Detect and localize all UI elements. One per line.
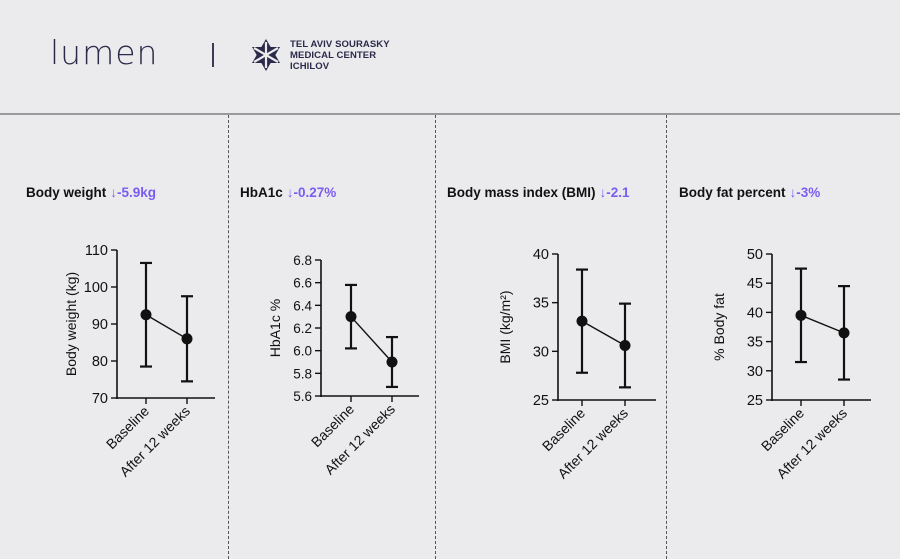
series-line xyxy=(581,320,626,347)
y-tick-label: 35 xyxy=(747,335,763,351)
y-tick-label: 6.2 xyxy=(293,321,312,336)
metric-delta: ↓-5.9kg xyxy=(110,185,156,200)
y-tick-label: 40 xyxy=(747,305,763,321)
y-tick-label: 45 xyxy=(747,276,763,292)
y-tick-label: 6.4 xyxy=(293,298,312,313)
header-rule xyxy=(0,113,900,115)
panel-divider xyxy=(228,115,229,559)
partner-name: TEL AVIV SOURASKY MEDICAL CENTER ICHILOV xyxy=(290,39,390,72)
y-tick-label: 70 xyxy=(92,391,108,407)
data-point xyxy=(619,339,631,351)
panel-body-weight: Body weight ↓-5.9kg 70 80 90 100 110 Body weig… xyxy=(0,115,228,559)
star-of-david-icon xyxy=(252,39,280,71)
panel-title: Body mass index (BMI) ↓-2.1 xyxy=(447,185,630,200)
y-tick-label: 90 xyxy=(92,317,108,333)
delta-value: -5.9kg xyxy=(117,185,157,200)
y-tick-label: 30 xyxy=(747,364,763,380)
y-tick-label: 30 xyxy=(533,344,549,360)
data-point xyxy=(576,315,588,327)
y-tick-label: 5.6 xyxy=(293,389,312,404)
panel-divider xyxy=(435,115,436,559)
metric-delta: ↓-0.27% xyxy=(287,185,337,200)
data-point xyxy=(345,311,357,323)
arrow-down-icon: ↓ xyxy=(599,185,607,200)
metric-name: Body fat percent xyxy=(679,185,786,200)
panel-title: HbA1c ↓-0.27% xyxy=(240,185,336,200)
arrow-down-icon: ↓ xyxy=(789,185,797,200)
series-line xyxy=(145,314,188,340)
delta-value: -2.1 xyxy=(606,185,630,200)
y-tick-label: 100 xyxy=(84,280,108,296)
y-tick-label: 40 xyxy=(533,247,549,263)
delta-value: -0.27% xyxy=(293,185,337,200)
metric-delta: ↓-3% xyxy=(790,185,821,200)
series-line xyxy=(800,314,845,334)
header-divider xyxy=(212,43,214,67)
y-axis-label: HbA1c % xyxy=(267,299,283,357)
y-tick-label: 25 xyxy=(747,393,763,409)
data-point xyxy=(386,356,398,368)
y-tick-label: 25 xyxy=(533,393,549,409)
panel-title: Body weight ↓-5.9kg xyxy=(26,185,156,200)
y-axis-label: Body weight (kg) xyxy=(63,272,79,376)
series-line xyxy=(350,316,393,363)
metric-name: HbA1c xyxy=(240,185,283,200)
y-axis-label: % Body fat xyxy=(711,293,727,361)
metric-name: Body mass index (BMI) xyxy=(447,185,596,200)
arrow-down-icon: ↓ xyxy=(286,185,294,200)
y-tick-label: 6.6 xyxy=(293,276,312,291)
x-tick-label: After 12 weeks xyxy=(116,403,193,480)
panel-bmi: Body mass index (BMI) ↓-2.1 25 30 35 40 BMI (… xyxy=(436,115,666,559)
y-tick-label: 80 xyxy=(92,354,108,370)
metric-delta: ↓-2.1 xyxy=(600,185,630,200)
metric-name: Body weight xyxy=(26,185,107,200)
y-tick-label: 6.8 xyxy=(293,253,312,268)
data-point xyxy=(140,309,152,321)
y-axis-label: BMI (kg/m²) xyxy=(497,290,513,363)
y-tick-label: 6.0 xyxy=(293,344,312,359)
partner-name-line: ICHILOV xyxy=(290,61,330,72)
y-tick-label: 5.8 xyxy=(293,366,312,381)
panel-divider xyxy=(666,115,667,559)
partner-name-line: MEDICAL CENTER xyxy=(290,50,377,61)
panel-body-fat: Body fat percent ↓-3% 25 30 35 40 45 50% Body … xyxy=(667,115,900,559)
y-tick-label: 35 xyxy=(533,296,549,312)
delta-value: -3% xyxy=(796,185,821,200)
data-point xyxy=(795,309,807,321)
panel-hba1c: HbA1c ↓-0.27% 5.6 5.8 6.0 6.2 6.4 6.6 6.8 HbA1c … xyxy=(229,115,435,559)
data-point xyxy=(838,327,850,339)
arrow-down-icon: ↓ xyxy=(110,185,117,200)
y-tick-label: 110 xyxy=(85,243,108,259)
partner-name-line: TEL AVIV SOURASKY xyxy=(290,39,390,50)
data-point xyxy=(181,333,193,345)
lumen-logo: lumen xyxy=(50,33,159,72)
x-tick-label: After 12 weeks xyxy=(321,401,398,478)
header: lumen TEL AVIV SOURASKY MEDICAL CENTER I… xyxy=(0,0,900,113)
y-tick-label: 50 xyxy=(747,247,763,263)
panel-title: Body fat percent ↓-3% xyxy=(679,185,820,200)
